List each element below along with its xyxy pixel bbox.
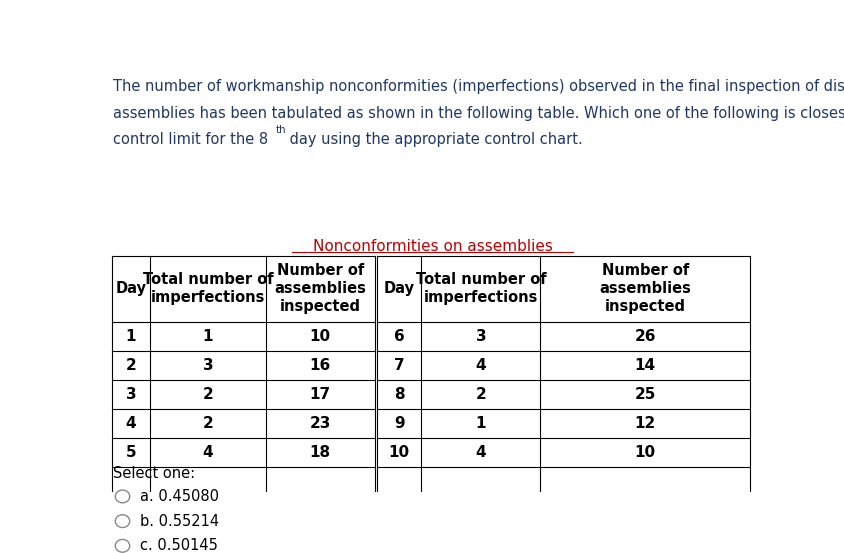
Text: imperfections: imperfections	[424, 290, 538, 305]
Text: 3: 3	[126, 387, 137, 401]
Text: assemblies: assemblies	[599, 281, 691, 296]
Text: 1: 1	[126, 329, 136, 344]
Text: 18: 18	[310, 445, 331, 460]
Text: 2: 2	[203, 416, 214, 431]
Text: assemblies: assemblies	[274, 281, 366, 296]
Text: 6: 6	[394, 329, 404, 344]
Text: assemblies has been tabulated as shown in the following table. Which one of the : assemblies has been tabulated as shown i…	[113, 106, 844, 121]
Text: Day: Day	[116, 281, 147, 296]
Text: 3: 3	[476, 329, 486, 344]
Text: 10: 10	[310, 329, 331, 344]
Text: 17: 17	[310, 387, 331, 401]
Text: 10: 10	[388, 445, 409, 460]
Text: 25: 25	[635, 387, 656, 401]
Text: 16: 16	[310, 358, 331, 373]
Text: imperfections: imperfections	[151, 290, 265, 305]
Text: 2: 2	[126, 358, 137, 373]
Text: th: th	[276, 125, 286, 135]
Text: 2: 2	[203, 387, 214, 401]
Text: Nonconformities on assemblies: Nonconformities on assemblies	[312, 239, 553, 254]
Text: a. 0.45080: a. 0.45080	[139, 489, 219, 504]
Text: Total number of: Total number of	[143, 273, 273, 288]
Text: c. 0.50145: c. 0.50145	[139, 538, 218, 553]
Text: inspected: inspected	[280, 299, 361, 314]
Text: 12: 12	[635, 416, 656, 431]
Text: 10: 10	[635, 445, 656, 460]
Text: Select one:: Select one:	[113, 466, 196, 481]
Text: b. 0.55214: b. 0.55214	[139, 514, 219, 529]
Text: 1: 1	[203, 329, 214, 344]
Text: 2: 2	[475, 387, 486, 401]
Text: 5: 5	[126, 445, 137, 460]
Text: 4: 4	[126, 416, 137, 431]
Text: 8: 8	[394, 387, 404, 401]
Text: Total number of: Total number of	[415, 273, 546, 288]
Text: 7: 7	[394, 358, 404, 373]
Text: 9: 9	[394, 416, 404, 431]
Text: The number of workmanship nonconformities (imperfections) observed in the final : The number of workmanship nonconformitie…	[113, 79, 844, 94]
Text: 4: 4	[203, 445, 214, 460]
Text: 26: 26	[635, 329, 656, 344]
Text: Day: Day	[384, 281, 414, 296]
Text: 14: 14	[635, 358, 656, 373]
Text: Number of: Number of	[277, 263, 364, 279]
Text: inspected: inspected	[604, 299, 685, 314]
Text: 23: 23	[310, 416, 331, 431]
Text: day using the appropriate control chart.: day using the appropriate control chart.	[285, 132, 583, 147]
Text: Number of: Number of	[602, 263, 689, 279]
Text: 1: 1	[476, 416, 486, 431]
Text: 4: 4	[476, 445, 486, 460]
Text: 3: 3	[203, 358, 214, 373]
Text: 4: 4	[476, 358, 486, 373]
Text: control limit for the 8: control limit for the 8	[113, 132, 268, 147]
